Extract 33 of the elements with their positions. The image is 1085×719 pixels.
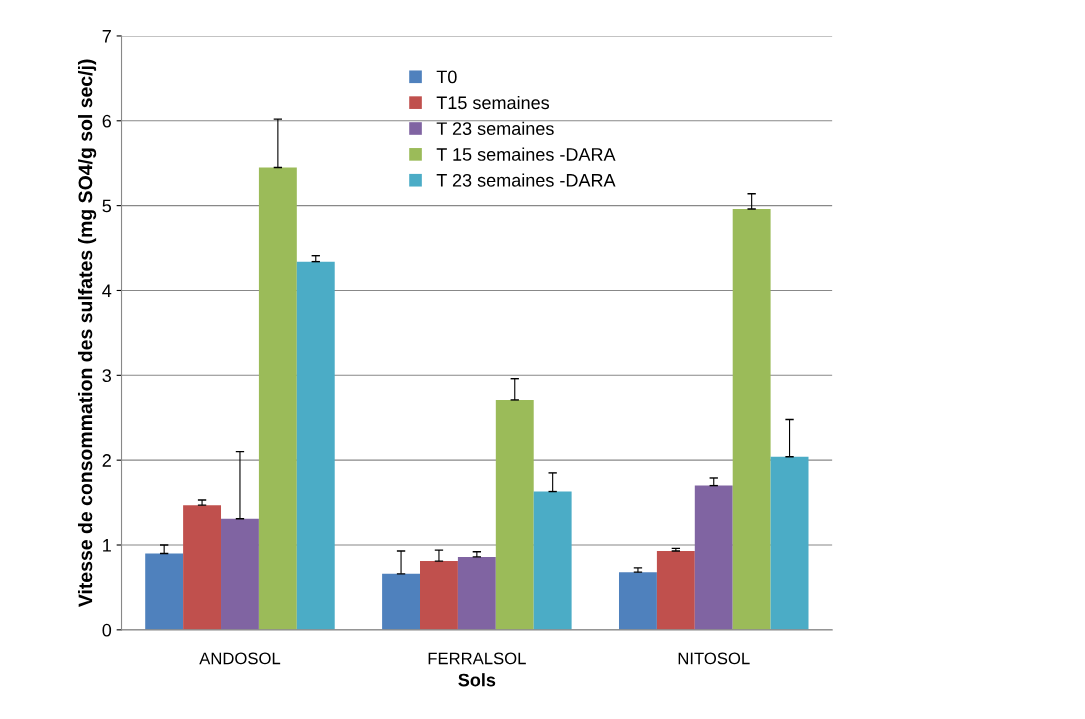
bar	[296, 261, 335, 630]
x-axis-title: Sols	[458, 673, 496, 687]
y-tick-label: 5	[102, 199, 112, 213]
legend-label: T 15 semaines -DARA	[436, 147, 616, 161]
bar	[694, 485, 733, 630]
x-tick-label: NITOSOL	[678, 652, 750, 665]
y-tick-label: 6	[102, 114, 112, 128]
bar	[221, 518, 259, 630]
y-tick-label: 4	[102, 284, 112, 298]
x-tick-label: ANDOSOL	[199, 652, 281, 665]
bar	[656, 550, 695, 630]
y-tick-label: 7	[102, 30, 111, 43]
y-axis-title: Vitesse de consommation des sulfates (mg SO4/g sol sec/j)	[77, 59, 97, 608]
bar	[495, 399, 534, 630]
y-tick-label: 1	[103, 539, 111, 552]
y-tick-label: 3	[102, 369, 112, 383]
x-tick-label: FERRALSOL	[428, 652, 526, 665]
bar	[770, 456, 809, 630]
y-tick-label: 0	[102, 623, 112, 637]
bar	[183, 505, 222, 630]
bar	[145, 553, 184, 630]
bar	[382, 573, 420, 630]
bar	[618, 572, 657, 630]
bar	[533, 491, 572, 630]
legend-label: T0	[436, 70, 457, 84]
bar	[732, 209, 771, 630]
legend-label: T 23 semaines -DARA	[436, 173, 616, 187]
bar	[258, 167, 297, 630]
legend-label: T15 semaines	[436, 95, 550, 110]
bar	[420, 561, 458, 630]
y-tick-label: 2	[102, 454, 111, 467]
bar	[457, 556, 496, 630]
legend-label: T 23 semaines	[436, 121, 554, 135]
